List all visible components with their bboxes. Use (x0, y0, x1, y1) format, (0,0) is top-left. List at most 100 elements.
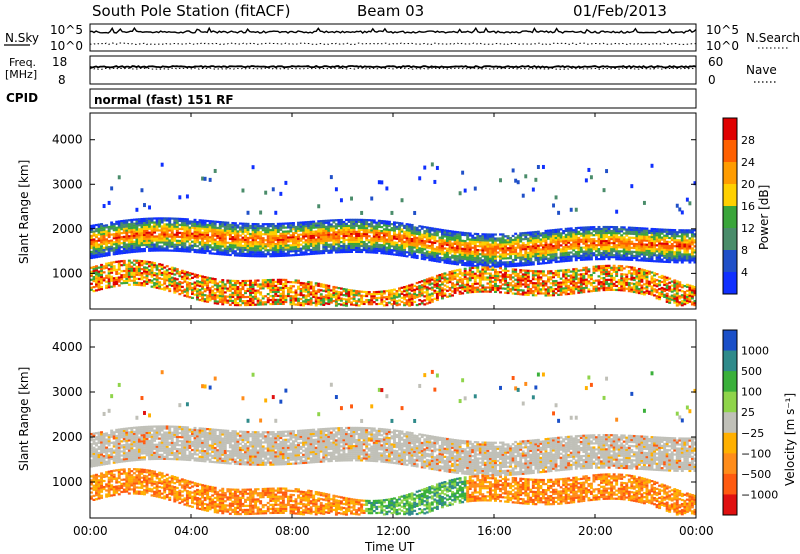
power-cell (347, 228, 351, 231)
power-cell (552, 247, 555, 250)
power-cell (579, 289, 583, 292)
power-cell (317, 226, 321, 229)
power-cell (362, 244, 366, 248)
power-cell (572, 245, 576, 248)
power-cell (271, 280, 275, 284)
power-cell (514, 262, 518, 265)
power-cell (100, 267, 104, 271)
power-cell (284, 230, 288, 233)
power-cell (140, 228, 144, 231)
power-cell (216, 236, 220, 240)
power-cell (362, 232, 366, 236)
power-cell (155, 219, 159, 222)
power-cell (196, 239, 199, 242)
power-cell (339, 299, 343, 302)
power-cell (430, 253, 434, 256)
power-cell (130, 265, 134, 268)
power-cell (201, 285, 205, 288)
power-cell (329, 233, 333, 236)
power-cell (547, 280, 550, 283)
power-cell (390, 297, 394, 300)
power-cell (314, 246, 318, 249)
power-cell (130, 232, 134, 236)
power-cell (461, 251, 465, 254)
power-cell (211, 279, 215, 282)
power-cell (208, 297, 212, 300)
power-cell (483, 239, 487, 242)
power-cell (256, 245, 260, 248)
power-cell (405, 237, 409, 240)
power-cell (345, 222, 348, 226)
power-cell (398, 224, 401, 227)
power-cell (213, 246, 217, 249)
power-cell (107, 268, 111, 271)
power-cell (387, 295, 391, 298)
power-cell (398, 230, 401, 233)
power-cell (345, 226, 348, 230)
power-cell (501, 245, 505, 248)
power-cell (334, 219, 338, 222)
power-cell (193, 287, 197, 290)
power-cell (137, 222, 141, 225)
power-cell (587, 244, 591, 247)
power-cell (143, 260, 146, 263)
power-cell (531, 255, 535, 258)
power-cell (574, 271, 578, 275)
power-cell (592, 271, 596, 274)
power-cell (153, 264, 157, 267)
power-cell (443, 241, 447, 244)
power-cell (193, 283, 197, 286)
power-cell (163, 223, 167, 226)
power-cell (372, 225, 376, 228)
power-cell (185, 228, 189, 231)
power-cell (605, 268, 609, 272)
power-cell (360, 300, 364, 303)
power-cell (521, 234, 525, 237)
power-cell (158, 245, 162, 248)
power-cell (370, 225, 374, 228)
power-cell (372, 301, 376, 304)
power-cell (299, 253, 303, 256)
power-cell (188, 274, 192, 277)
power-cell (279, 228, 283, 231)
power-cell (514, 252, 518, 255)
power-cell (112, 223, 116, 226)
power-cell (511, 264, 515, 268)
power-cell (377, 249, 381, 253)
power-cell (387, 301, 391, 304)
power-cell (473, 240, 477, 244)
power-cell (203, 300, 207, 303)
power-cell (602, 237, 606, 241)
power-cell (531, 249, 535, 252)
power-cell (92, 232, 96, 235)
power-cell (521, 246, 525, 249)
power-cell (382, 224, 386, 227)
power-cell (314, 282, 318, 285)
power-cell (398, 250, 401, 253)
power-cell (251, 247, 255, 250)
power-cell (322, 223, 326, 227)
power-cell (574, 241, 578, 244)
power-cell (428, 299, 432, 302)
power-cell (375, 243, 379, 246)
power-cell (148, 219, 151, 222)
power-cell (317, 296, 321, 299)
power-cell (117, 244, 121, 247)
power-cell (246, 287, 250, 291)
power-cell (216, 250, 220, 254)
power-cell (92, 252, 96, 255)
power-cell (390, 289, 394, 292)
power-cell (196, 294, 199, 297)
power-cell (163, 235, 167, 238)
power-cell (150, 261, 154, 264)
power-cell (312, 301, 316, 305)
power-cell (433, 231, 437, 234)
power-cell (569, 270, 573, 273)
power-cell (236, 236, 240, 239)
power-cell (549, 261, 553, 264)
power-cell (377, 223, 381, 226)
power-cell (254, 297, 258, 300)
power-cell (148, 269, 151, 272)
power-cell (562, 258, 566, 261)
power-cell (385, 301, 389, 305)
